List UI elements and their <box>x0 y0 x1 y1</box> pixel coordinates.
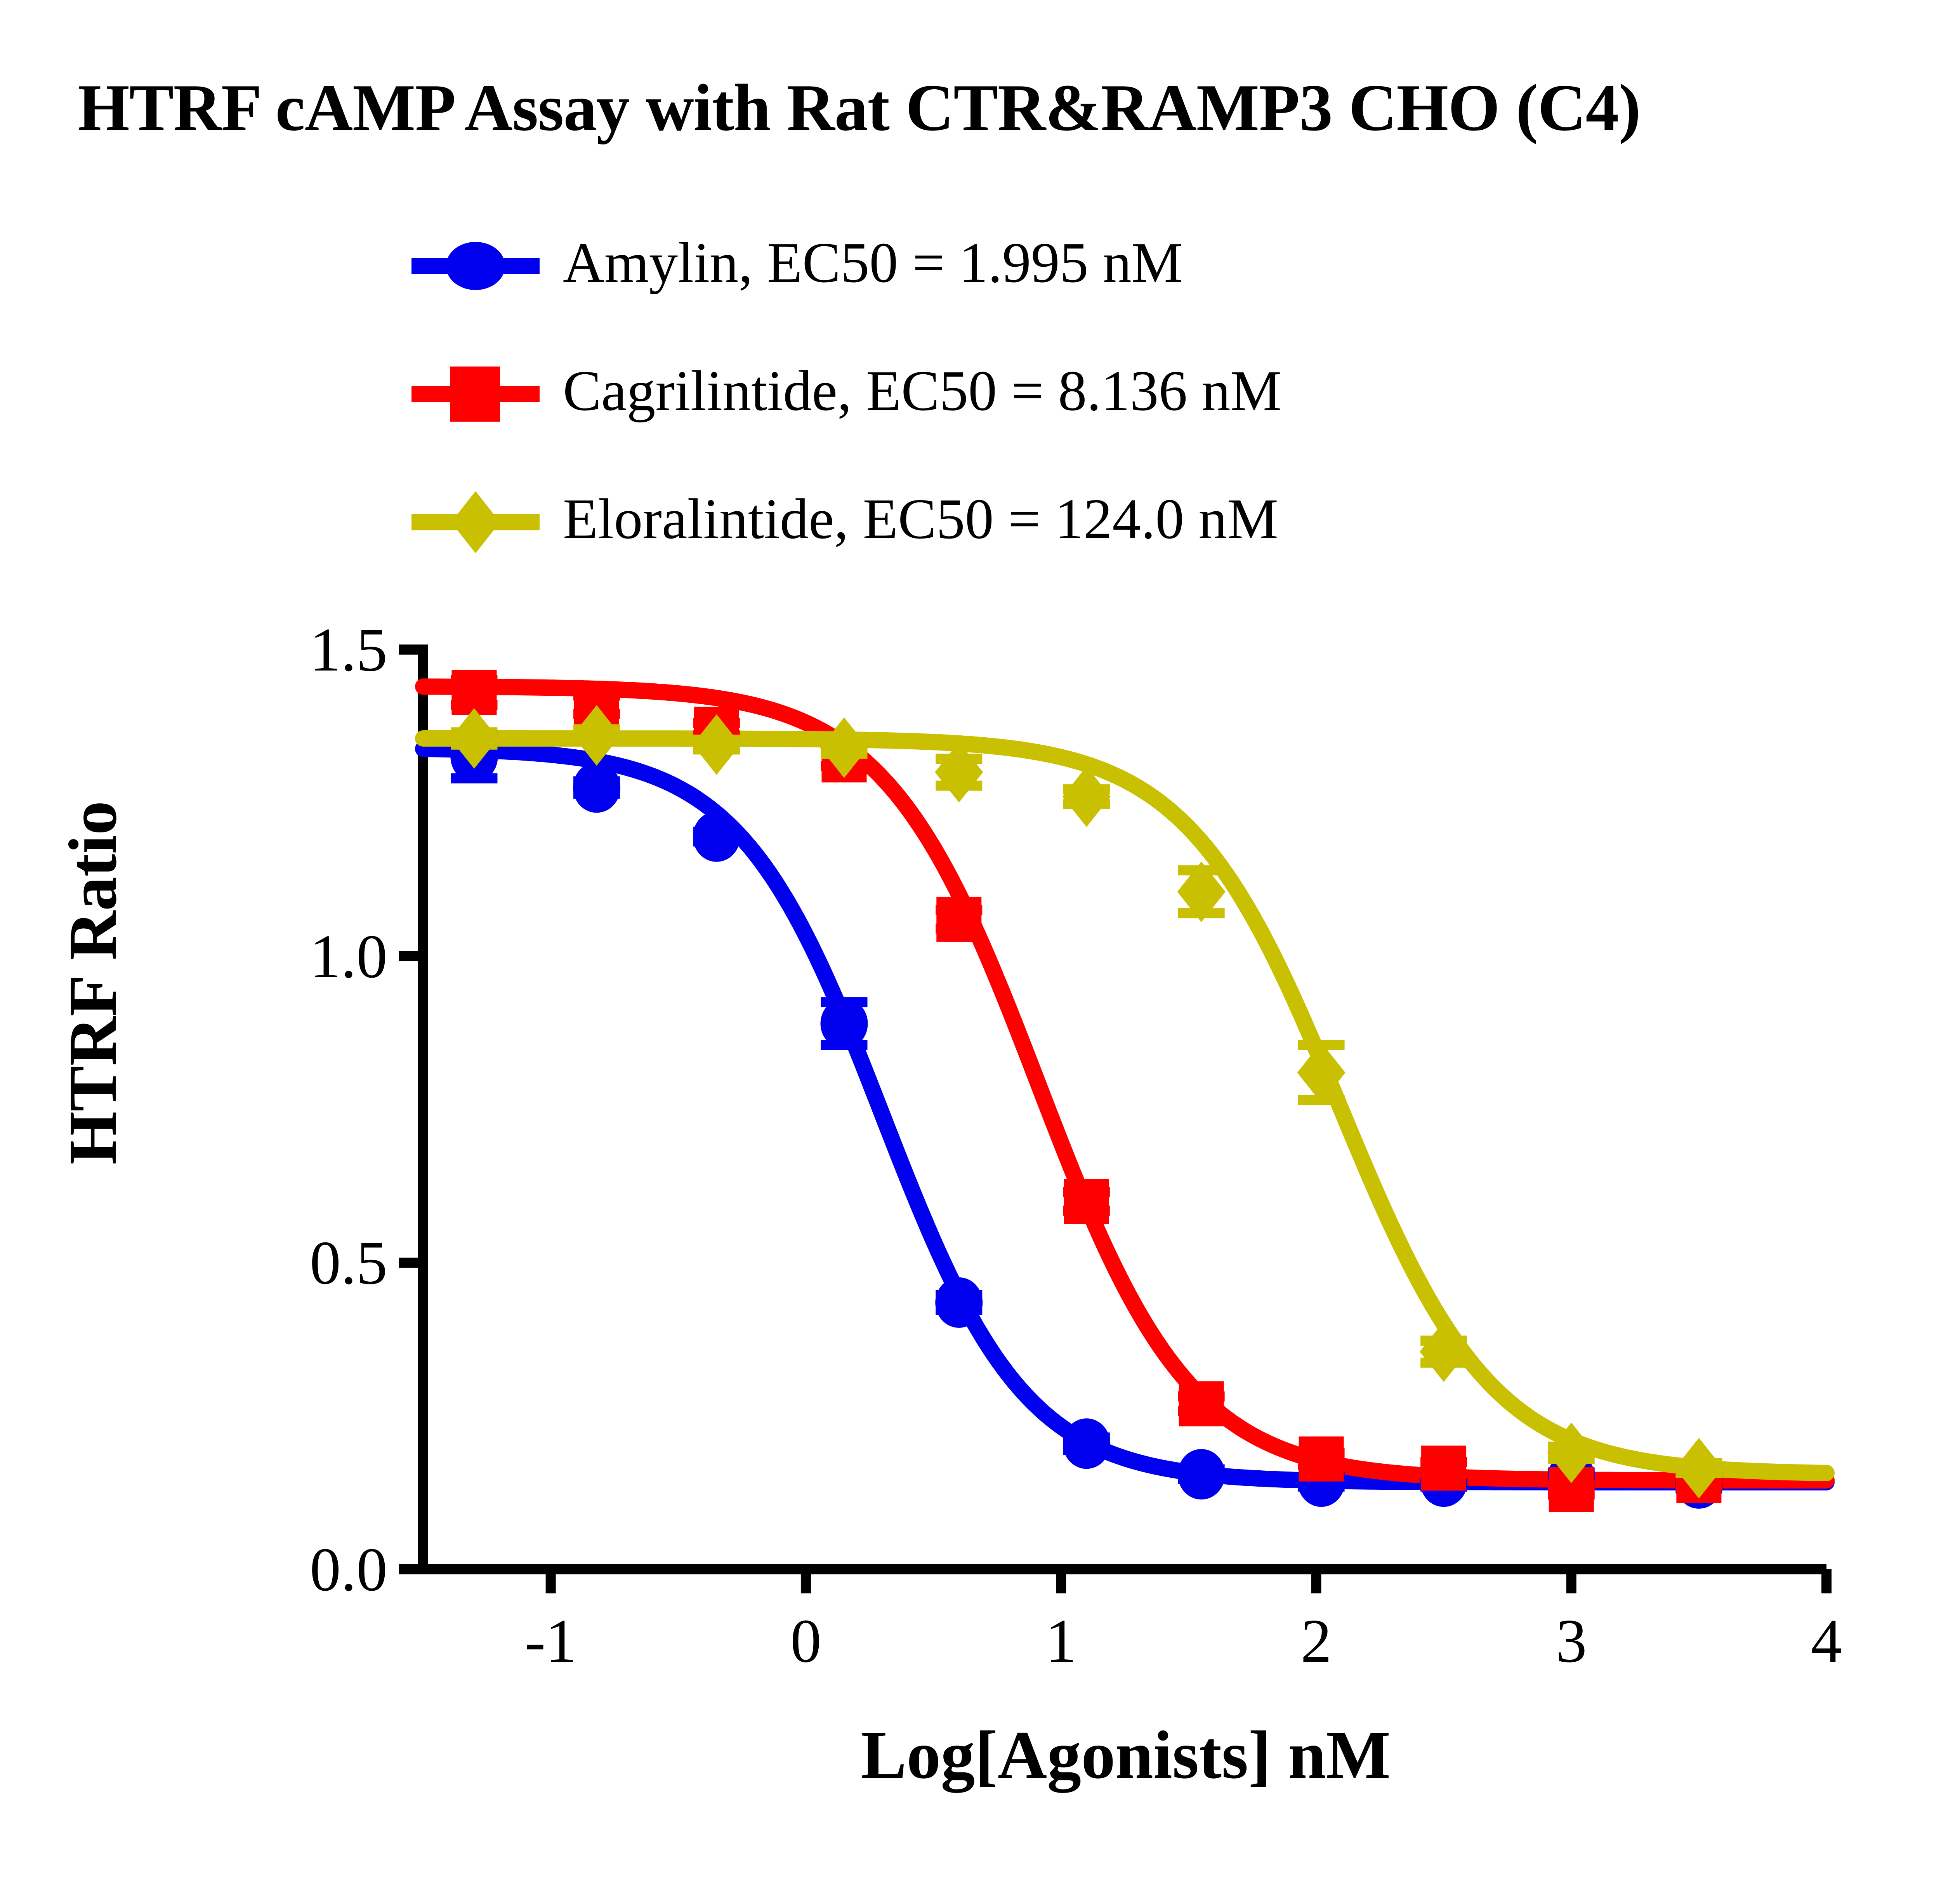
y-tick-label: 1.5 <box>224 614 387 686</box>
series-point-eloralintide <box>1420 1321 1468 1382</box>
series-curve-cagrilintide <box>423 686 1826 1480</box>
series-curve-eloralintide <box>423 738 1826 1473</box>
series-point-amylin <box>694 813 739 861</box>
series-point-cagrilintide <box>1299 1437 1344 1482</box>
series-curve-amylin <box>423 749 1826 1482</box>
series-point-amylin <box>1179 1450 1224 1498</box>
series-point-cagrilintide <box>1064 1179 1109 1224</box>
x-tick-label: 3 <box>1513 1605 1630 1677</box>
x-tick-label: 2 <box>1258 1605 1374 1677</box>
y-tick-label: 1.0 <box>224 921 387 992</box>
x-tick-label: 4 <box>1768 1605 1885 1677</box>
series-point-amylin <box>574 763 619 811</box>
series-point-cagrilintide <box>1179 1381 1224 1426</box>
series-point-cagrilintide <box>936 897 981 942</box>
y-tick-label: 0.5 <box>224 1227 387 1299</box>
series-point-cagrilintide <box>1421 1445 1466 1491</box>
series-point-amylin <box>936 1279 981 1327</box>
series-point-amylin <box>1064 1419 1109 1468</box>
x-tick-label: 0 <box>748 1605 864 1677</box>
y-tick-label: 0.0 <box>224 1534 387 1605</box>
x-tick-label: -1 <box>493 1605 609 1677</box>
series-point-amylin <box>822 999 867 1048</box>
x-tick-label: 1 <box>1003 1605 1119 1677</box>
